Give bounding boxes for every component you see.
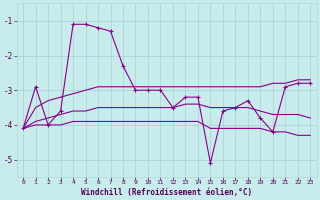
X-axis label: Windchill (Refroidissement éolien,°C): Windchill (Refroidissement éolien,°C)	[81, 188, 252, 197]
